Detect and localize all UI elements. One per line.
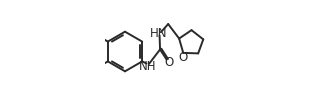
Text: NH: NH xyxy=(139,60,156,74)
Text: O: O xyxy=(165,56,174,69)
Text: O: O xyxy=(178,51,187,64)
Text: HN: HN xyxy=(150,27,168,40)
